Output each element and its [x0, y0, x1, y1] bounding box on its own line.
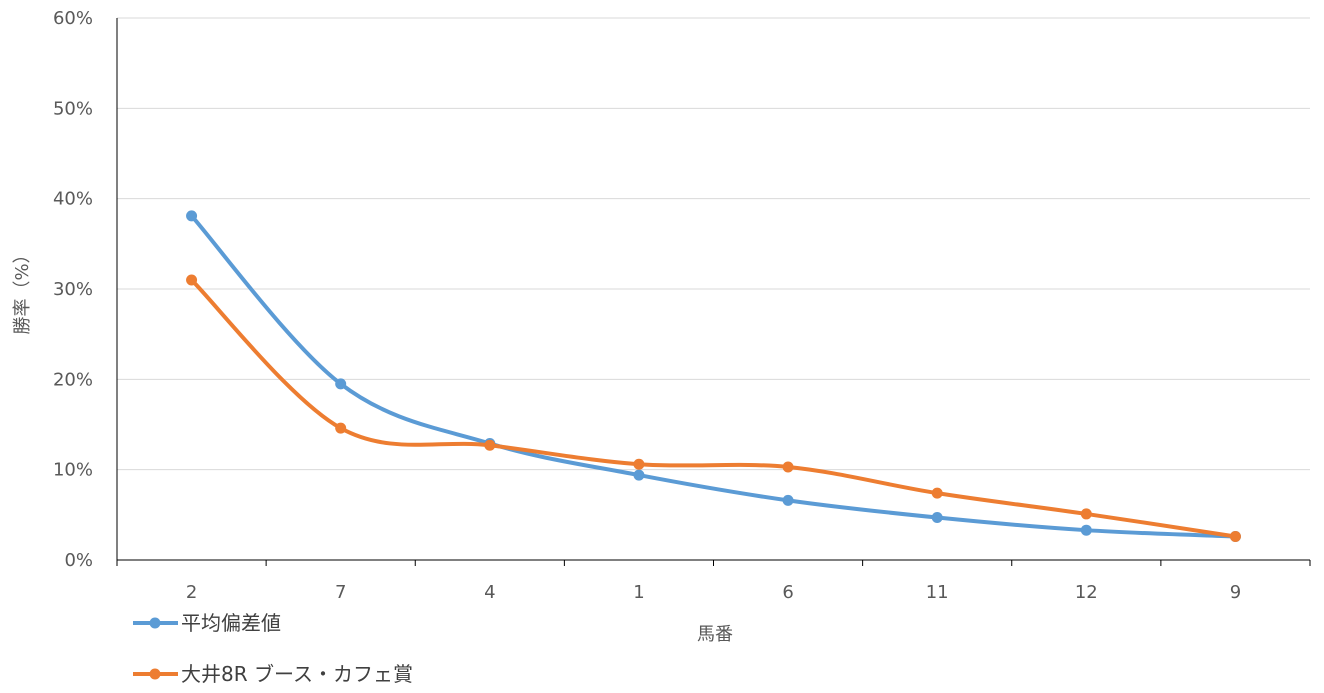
data-point: [1229, 531, 1241, 543]
series-line: [189, 277, 1238, 539]
y-tick-label: 0%: [64, 550, 93, 571]
data-point: [782, 494, 794, 506]
y-tick-label: 40%: [53, 189, 93, 210]
legend-marker: [149, 668, 161, 680]
gridlines: [117, 17, 1310, 471]
data-point: [931, 512, 943, 524]
y-tick-label: 20%: [53, 369, 93, 390]
y-tick-label: 30%: [53, 279, 93, 300]
data-point: [931, 487, 943, 499]
legend-item: 大井8R ブース・カフェ賞: [133, 662, 413, 686]
x-tick-label: 11: [926, 582, 949, 603]
series-2: [186, 274, 1241, 543]
x-tick-label: 6: [782, 582, 793, 603]
y-axis-title: 勝率（%）: [12, 245, 33, 334]
data-point: [335, 422, 347, 434]
legend-item: 平均偏差値: [133, 611, 281, 635]
legend-marker: [149, 617, 161, 629]
data-point: [1080, 508, 1092, 520]
data-point: [1080, 524, 1092, 536]
x-tick-labels: 2 7 4 1 6 11 12 9: [186, 582, 1241, 603]
series-layer: [186, 210, 1241, 543]
series-1: [186, 210, 1241, 543]
x-tick-label: 9: [1230, 582, 1241, 603]
x-tick-label: 1: [633, 582, 644, 603]
data-point: [484, 439, 496, 451]
data-point: [633, 458, 645, 470]
data-point: [782, 461, 794, 473]
axes: [116, 18, 1311, 566]
x-tick-label: 7: [335, 582, 346, 603]
data-point: [633, 469, 645, 481]
y-tick-label: 60%: [53, 8, 93, 29]
data-point: [186, 274, 198, 286]
legend-label: 平均偏差値: [181, 611, 281, 635]
x-tick-label: 12: [1075, 582, 1098, 603]
series-line: [189, 213, 1238, 539]
x-tick-label: 4: [484, 582, 495, 603]
data-point: [186, 210, 198, 222]
y-tick-label: 10%: [53, 460, 93, 481]
data-point: [335, 378, 347, 390]
y-tick-labels: 0% 10% 20% 30% 40% 50% 60%: [53, 8, 93, 571]
x-axis-title: 馬番: [697, 624, 733, 645]
y-tick-label: 50%: [53, 98, 93, 119]
x-tick-label: 2: [186, 582, 197, 603]
legend-label: 大井8R ブース・カフェ賞: [181, 662, 413, 686]
